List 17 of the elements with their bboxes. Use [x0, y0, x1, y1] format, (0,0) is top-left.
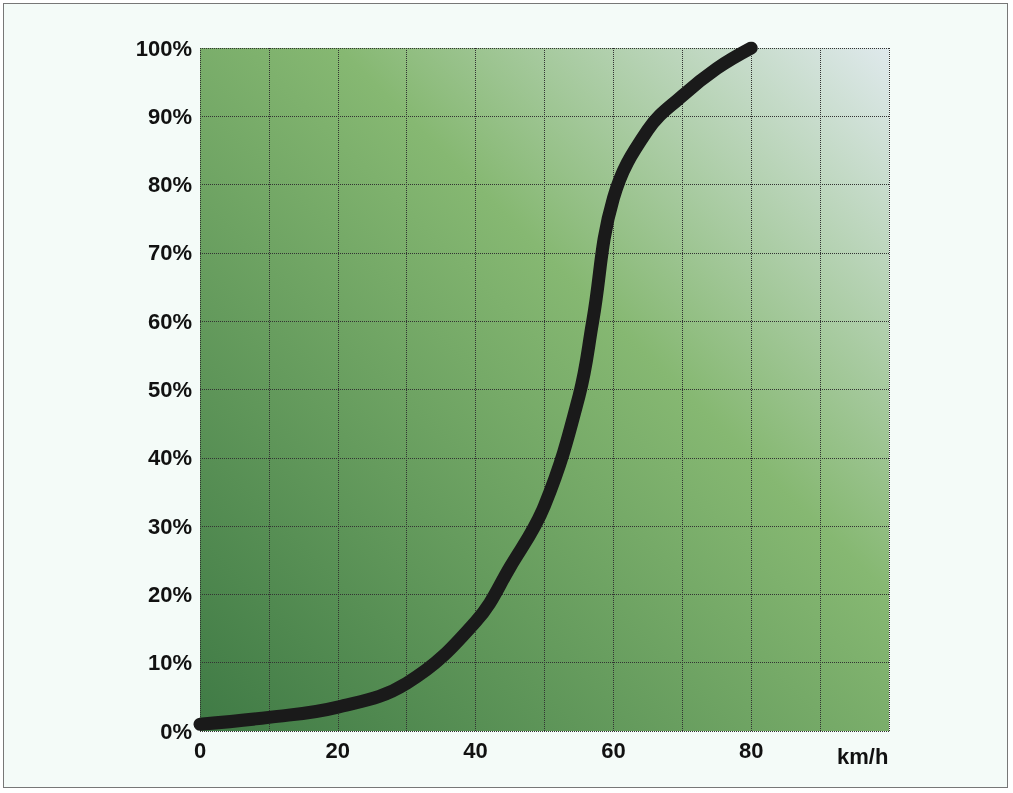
y-tick-label: 70%: [147, 240, 192, 266]
x-tick-label: 40: [463, 737, 488, 763]
y-tick-label: 30%: [147, 513, 192, 539]
y-tick-label: 10%: [147, 650, 192, 676]
y-tick-label: 20%: [147, 581, 192, 607]
x-tick-label: 80: [738, 737, 764, 763]
y-tick-label: 100%: [135, 35, 192, 61]
y-tick-label: 50%: [147, 377, 192, 402]
x-tick-label: 20: [325, 737, 351, 763]
y-tick-label: 90%: [147, 103, 192, 129]
y-tick-label: 80%: [147, 172, 192, 198]
x-tick-label: 60: [601, 737, 626, 763]
y-tick-label: 60%: [147, 308, 192, 334]
x-axis-title: km/h: [837, 743, 889, 769]
x-tick-label: 0: [193, 737, 207, 763]
y-tick-label: 40%: [147, 445, 192, 471]
y-tick-label: 0%: [160, 718, 192, 744]
